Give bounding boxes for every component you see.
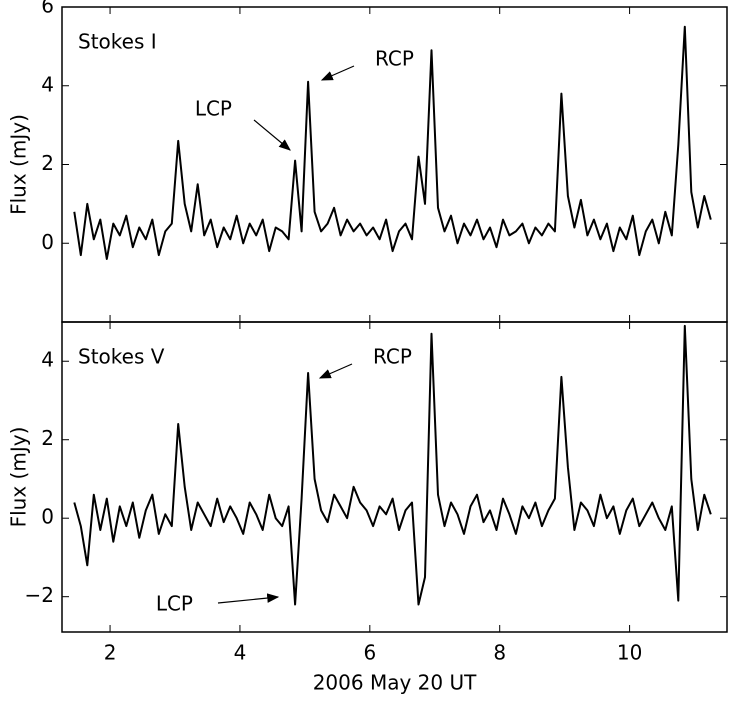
panel-frame (61, 321, 728, 633)
data-line (73, 25, 712, 260)
y-tick-label: 2 (41, 426, 54, 450)
y-tick-label: 0 (41, 230, 54, 254)
y-tick-label: −2 (25, 583, 54, 607)
x-tick-label: 2 (104, 641, 117, 665)
x-axis-label: 2006 May 20 UT (313, 671, 477, 695)
x-tick-label: 6 (363, 641, 376, 665)
panel-title: Stokes I (78, 30, 157, 54)
y-tick-label: 6 (41, 0, 54, 18)
y-axis-label: Flux (mJy) (7, 114, 31, 215)
x-tick-label: 4 (234, 641, 247, 665)
y-tick-label: 2 (41, 151, 54, 175)
y-tick-label: 0 (41, 505, 54, 529)
annotation-arrow (217, 593, 280, 604)
annotation: LCP (195, 97, 232, 121)
y-tick-label: 4 (41, 348, 54, 372)
panel-title: Stokes V (78, 345, 165, 369)
annotation: RCP (373, 345, 412, 369)
x-tick-label: 8 (493, 641, 506, 665)
annotation-arrow (318, 363, 353, 379)
x-tick-label: 10 (617, 641, 642, 665)
annotation: LCP (156, 592, 193, 616)
annotation-arrow (253, 119, 291, 151)
annotation: RCP (375, 47, 414, 71)
data-line (73, 324, 712, 606)
y-axis-label: Flux (mJy) (7, 427, 31, 528)
annotation-arrow (320, 65, 355, 81)
y-tick-label: 4 (41, 72, 54, 96)
